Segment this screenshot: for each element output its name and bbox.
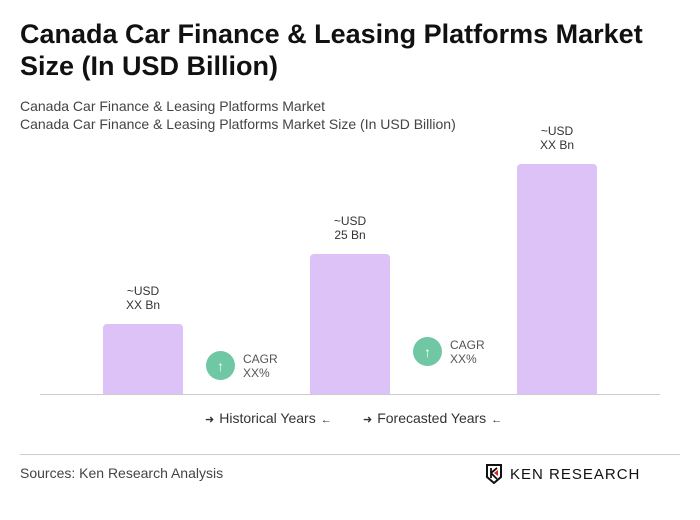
chart-title: Canada Car Finance & Leasing Platforms M… — [20, 19, 643, 81]
chart-subtitle: Canada Car Finance & Leasing Platforms M… — [20, 98, 326, 114]
label-line: ~USD — [540, 124, 574, 138]
label-line: ~USD — [333, 213, 367, 228]
cagr-badge-1: ↑ CAGR XX% — [206, 351, 278, 380]
arrow-right-icon: ➜ — [205, 414, 215, 426]
bar-value-label: ~USD XX Bn — [93, 284, 193, 312]
cagr-value: XX% — [243, 365, 270, 380]
cagr-value: XX% — [450, 351, 477, 366]
legend-label: Forecasted Years — [377, 410, 487, 426]
arrow-left-icon: ← — [320, 414, 332, 426]
bar-1 — [103, 323, 183, 394]
chart-subtitle-2: Canada Car Finance & Leasing Platforms M… — [20, 116, 456, 132]
label-line: XX Bn — [125, 297, 161, 312]
cagr-label: CAGR — [243, 351, 278, 366]
legend-forecasted: ➜ Forecasted Years ← — [358, 410, 507, 426]
cagr-badge-2: ↑ CAGR XX% — [413, 337, 485, 366]
sources-text: Sources: Ken Research Analysis — [20, 465, 224, 481]
ken-research-logo: KEN RESEARCH — [486, 464, 640, 484]
label-line: 25 Bn — [334, 227, 366, 242]
arrow-left-icon: ← — [491, 414, 503, 426]
bar-value-label: ~USD XX Bn — [507, 124, 607, 152]
legend-historical: ➜ Historical Years ← — [200, 410, 337, 426]
bar-value-label: ~USD 25 Bn — [300, 214, 400, 242]
label-line: XX Bn — [539, 138, 575, 152]
arrow-right-icon: ➜ — [363, 414, 373, 426]
cagr-label: CAGR — [450, 337, 485, 352]
x-axis — [40, 394, 660, 395]
label-line: ~USD — [126, 283, 160, 298]
arrow-up-icon: ↑ — [206, 351, 235, 380]
divider — [20, 454, 680, 455]
logo-icon — [486, 464, 502, 484]
arrow-up-icon: ↑ — [413, 337, 442, 366]
bar-2 — [310, 253, 390, 394]
bar-3 — [517, 164, 597, 394]
legend-label: Historical Years — [219, 410, 316, 426]
logo-text: KEN RESEARCH — [510, 465, 641, 483]
